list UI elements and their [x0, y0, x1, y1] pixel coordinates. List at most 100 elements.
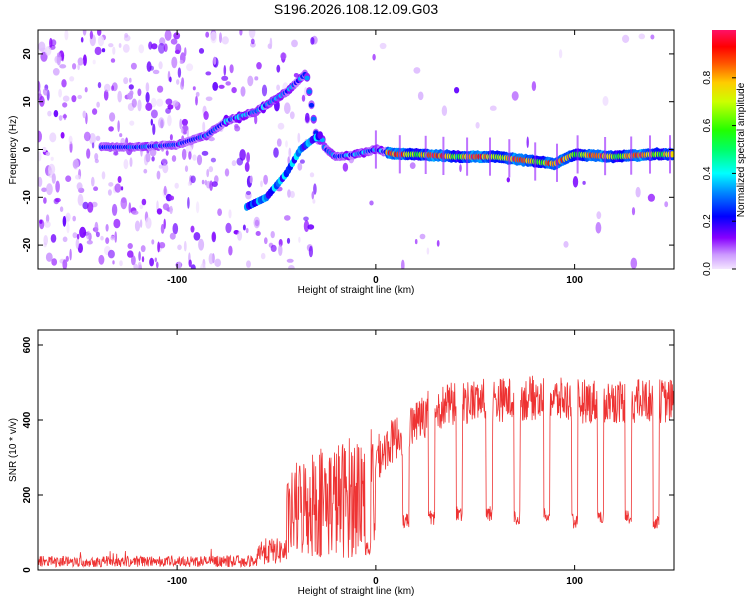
spectrogram-noise-blob — [131, 210, 139, 215]
spectrogram-noise-blob — [117, 176, 122, 183]
spectrogram-noise-blob — [454, 87, 460, 94]
spectrogram-noise-blob — [95, 135, 101, 141]
spectrogram-noise-blob — [80, 37, 84, 43]
spectrogram-noise-blob — [49, 37, 53, 48]
colorbar-gradient — [712, 30, 736, 269]
spectrogram-noise-blob — [156, 261, 159, 269]
spectrogram-noise-blob — [205, 31, 210, 38]
spectrogram-noise-blob — [61, 79, 67, 88]
spectrogram-noise-blob — [198, 48, 205, 54]
spectrogram-noise-blob — [210, 31, 217, 44]
spectrogram-noise-blob — [42, 88, 49, 96]
spectrogram-noise-blob — [244, 162, 250, 172]
spectrogram-noise-blob — [205, 71, 212, 76]
spectrogram-noise-blob — [635, 186, 641, 198]
spectrogram-noise-blob — [342, 162, 349, 172]
spectrogram-noise-blob — [85, 230, 91, 240]
spectrogram-noise-blob — [303, 216, 309, 222]
spectrogram-noise-blob — [113, 151, 119, 156]
snr-x-tick-label: 100 — [566, 576, 583, 587]
spectrogram-noise-blob — [201, 150, 209, 156]
spectrogram-noise-blob — [278, 244, 283, 256]
spectrogram-noise-blob — [139, 204, 144, 210]
spectrogram-noise-blob — [154, 257, 157, 263]
spectrogram-noise-blob — [441, 105, 448, 116]
spectrogram-noise-blob — [82, 201, 89, 210]
spectrogram-noise-blob — [94, 158, 99, 164]
spectrogram-noise-blob — [38, 151, 42, 162]
spectrogram-noise-blob — [131, 255, 136, 266]
spectrogram-noise-blob — [150, 118, 153, 126]
spectrogram-noise-blob — [62, 215, 67, 227]
spectrogram-noise-blob — [114, 183, 122, 193]
spectrogram-noise-blob — [184, 165, 189, 172]
spectrogram-noise-blob — [82, 110, 87, 119]
spectrogram-noise-blob — [58, 115, 63, 121]
spectrogram-noise-blob — [77, 243, 83, 254]
spectrogram-noise-blob — [53, 110, 59, 118]
spectrogram-noise-blob — [127, 92, 133, 100]
spectrogram-noise-blob — [288, 265, 295, 269]
spectrogram-noise-blob — [489, 105, 497, 111]
spectrogram-spike — [466, 137, 469, 176]
spectrogram-noise-blob — [174, 49, 181, 54]
spectrogram-noise-blob — [239, 149, 246, 161]
spectrogram-noise-blob — [273, 147, 279, 158]
spectrogram-noise-blob — [56, 54, 61, 66]
spectrogram-noise-blob — [174, 182, 179, 189]
spectrogram-noise-blob — [112, 260, 115, 265]
spectrogram-noise-blob — [248, 30, 256, 39]
spectrogram-noise-blob — [72, 232, 78, 239]
spectrogram-noise-blob — [128, 202, 132, 214]
spectrogram-noise-blob — [307, 224, 315, 230]
spectrogram-noise-blob — [119, 260, 123, 267]
spectrogram-noise-blob — [83, 131, 91, 142]
spectrogram-noise-blob — [69, 141, 73, 153]
spectrogram-noise-blob — [173, 32, 181, 40]
spectrogram-noise-blob — [201, 179, 205, 185]
spectrogram-spike — [489, 137, 491, 176]
spectrogram-noise-blob — [167, 114, 172, 127]
colorbar-tick-label: 0.2 — [702, 214, 713, 228]
spectrogram-noise-blob — [150, 97, 157, 108]
spectrogram-noise-blob — [309, 172, 315, 178]
spectrogram-noise-blob — [172, 100, 179, 107]
spectrogram-noise-blob — [76, 233, 80, 240]
spectrogram-noise-blob — [92, 59, 96, 65]
spectrogram-noise-blob — [38, 176, 43, 187]
spectrogram-noise-blob — [151, 156, 155, 162]
spectrogram-noise-blob — [638, 33, 646, 40]
spectrogram-noise-blob — [297, 162, 303, 171]
spectrogram-noise-blob — [162, 203, 170, 211]
spectrogram-noise-blob — [158, 117, 165, 129]
spectrogram-noise-blob — [162, 163, 169, 174]
spectrogram-noise-blob — [143, 168, 148, 174]
spectrogram-noise-blob — [76, 182, 83, 191]
spectrogram-noise-blob — [203, 111, 209, 120]
spectrogram-noise-blob — [158, 61, 163, 70]
spectrogram-noise-blob — [163, 185, 167, 196]
spectrogram-noise-blob — [169, 195, 175, 201]
spectrogram-noise-blob — [239, 30, 243, 36]
spectrogram-noise-blob — [313, 183, 317, 195]
spectrogram-noise-blob — [221, 75, 229, 81]
spectrogram-noise-blob — [149, 257, 155, 267]
spectrogram-noise-blob — [177, 261, 182, 269]
spectrogram-noise-blob — [270, 231, 275, 239]
spectrogram-noise-blob — [260, 180, 263, 188]
spectrogram-noise-blob — [43, 197, 47, 204]
snr-series-line — [38, 375, 674, 568]
spectrogram-noise-blob — [246, 260, 251, 268]
spectrogram-noise-blob — [145, 82, 150, 92]
colorbar-label: Normalized spectral amplitude — [736, 82, 747, 217]
spectrogram-noise-blob — [120, 186, 124, 191]
spectrogram-y-tick-label: 0 — [22, 146, 33, 152]
spectrogram-noise-blob — [286, 258, 294, 263]
spectrogram-noise-blob — [134, 220, 141, 232]
spectrogram-noise-blob — [401, 259, 405, 269]
spectrogram-noise-blob — [182, 125, 189, 132]
spectrogram-noise-blob — [417, 91, 424, 101]
spectrogram-noise-blob — [91, 176, 95, 187]
spectrogram-noise-blob — [92, 108, 98, 115]
spectrogram-noise-blob — [114, 231, 117, 243]
